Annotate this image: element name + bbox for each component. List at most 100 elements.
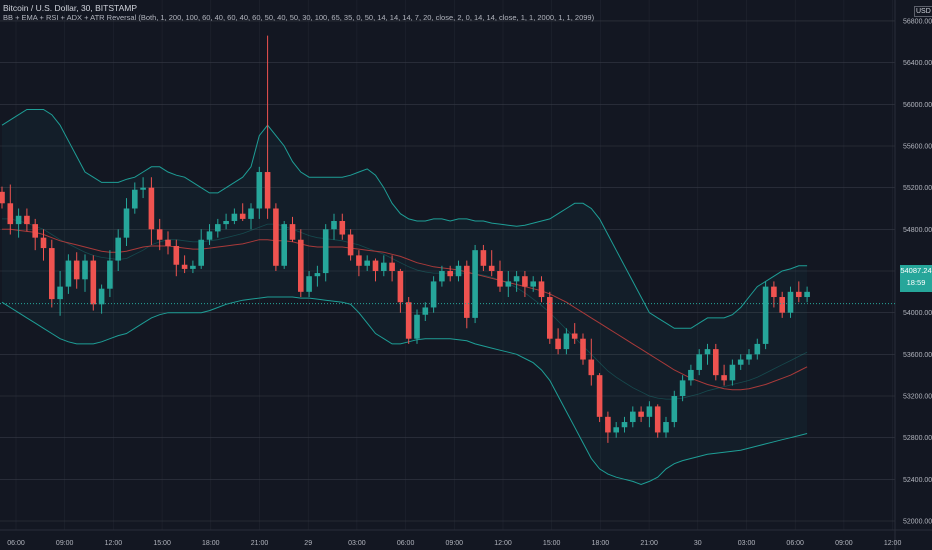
y-tick-label: 55600.00 <box>903 143 932 150</box>
y-tick-label: 53200.00 <box>903 393 932 400</box>
candle-body <box>156 229 163 240</box>
candle-body <box>796 291 802 298</box>
x-tick-label: 06:00 <box>7 540 25 547</box>
candle-body <box>538 281 545 298</box>
candle-body <box>455 265 462 277</box>
y-tick-label: 56400.00 <box>903 60 932 67</box>
candle-body <box>181 264 188 269</box>
y-tick-label: 54800.00 <box>903 227 932 234</box>
candle-body <box>273 208 279 266</box>
x-tick-label: 18:00 <box>592 540 610 547</box>
candle-body <box>547 297 553 339</box>
candle-body <box>90 260 97 305</box>
candle-body <box>696 354 702 370</box>
y-tick-label: 55200.00 <box>903 185 932 192</box>
x-tick-label: 06:00 <box>786 540 804 547</box>
bollinger-upper-line <box>1 109 808 329</box>
candle-body <box>32 224 38 238</box>
y-tick-label: 54000.00 <box>903 310 932 317</box>
candle-body <box>422 307 429 315</box>
candle-body <box>779 297 785 313</box>
candle-body <box>414 314 420 339</box>
price-axis[interactable]: 52000.00 52400.00 52800.00 53200.00 53600.00… <box>903 18 932 525</box>
x-tick-label: 09:00 <box>446 540 464 547</box>
candle-body <box>0 191 5 204</box>
candle-body <box>248 208 254 219</box>
candle-body <box>165 239 171 246</box>
x-tick-label: 12:00 <box>494 540 512 547</box>
candle-body <box>638 411 644 417</box>
candle-body <box>73 260 80 280</box>
bollinger-lower-line <box>1 296 808 486</box>
candle-body <box>215 224 221 232</box>
candle-body <box>397 270 404 303</box>
candle-body <box>322 229 329 274</box>
candle-body <box>447 270 453 277</box>
x-tick-label: 09:00 <box>835 540 853 547</box>
candle-body <box>630 411 636 423</box>
currency-label[interactable]: USD <box>914 6 932 17</box>
candle-body <box>754 343 761 355</box>
candle-body <box>472 250 478 318</box>
y-tick-label: 56800.00 <box>903 18 932 25</box>
candle-body <box>439 270 445 282</box>
candle-body <box>513 276 520 282</box>
candle-body <box>480 250 487 266</box>
candle-body <box>505 281 512 287</box>
x-tick-label: 15:00 <box>153 540 171 547</box>
candle-body <box>596 375 603 417</box>
candle-body <box>331 220 337 230</box>
y-tick-label: 53600.00 <box>903 352 932 359</box>
candle-body <box>381 262 387 271</box>
candle-body <box>679 380 686 396</box>
bar-countdown: 18:59 <box>906 278 926 287</box>
candle-body <box>281 224 287 266</box>
candle-body <box>198 239 204 266</box>
candle-body <box>654 406 661 433</box>
candle-body <box>530 281 536 287</box>
x-tick-label: 09:00 <box>56 540 74 547</box>
candle-body <box>563 333 570 350</box>
candle-body <box>40 237 47 249</box>
candle-body <box>206 231 213 240</box>
candle-body <box>148 187 155 230</box>
candle-body <box>746 354 752 360</box>
candle-body <box>522 276 528 287</box>
time-axis[interactable]: 06:00 09:00 12:00 15:00 18:00 21:00 29 03:00 06:… <box>7 540 901 547</box>
x-tick-label: 18:00 <box>202 540 220 547</box>
candle-body <box>488 265 495 271</box>
candle-body <box>430 281 437 308</box>
candle-body <box>721 375 727 381</box>
indicator-legend[interactable]: BB + EMA + RSI + ADX + ATR Reversal (Bot… <box>3 13 595 22</box>
y-tick-label: 52400.00 <box>903 477 932 484</box>
candle-body <box>223 220 229 225</box>
candle-body <box>571 333 578 339</box>
candle-body <box>613 427 619 433</box>
candle-body <box>107 260 113 289</box>
candle-body <box>347 234 354 256</box>
x-tick-label: 03:00 <box>738 540 756 547</box>
candle-body <box>762 286 769 344</box>
candle-body <box>389 262 395 271</box>
x-tick-label: 30 <box>694 540 702 547</box>
candle-body <box>621 422 628 428</box>
candle-body <box>588 359 595 376</box>
candle-body <box>82 260 88 280</box>
candle-body <box>605 416 611 433</box>
candle-body <box>356 255 362 266</box>
ema-line <box>2 228 808 391</box>
last-price-value: 54087.24 <box>900 266 932 275</box>
y-tick-label: 52000.00 <box>903 519 932 526</box>
candle-body <box>190 265 196 269</box>
candle-body <box>372 260 379 271</box>
x-tick-label: 29 <box>304 540 312 547</box>
y-tick-label: 56000.00 <box>903 102 932 109</box>
last-price-box: 54087.24 18:59 <box>900 265 932 292</box>
candle-body <box>671 395 678 423</box>
candle-body <box>65 260 72 287</box>
x-tick-label: 21:00 <box>640 540 658 547</box>
candle-body <box>555 338 561 350</box>
candle-body <box>123 208 130 238</box>
